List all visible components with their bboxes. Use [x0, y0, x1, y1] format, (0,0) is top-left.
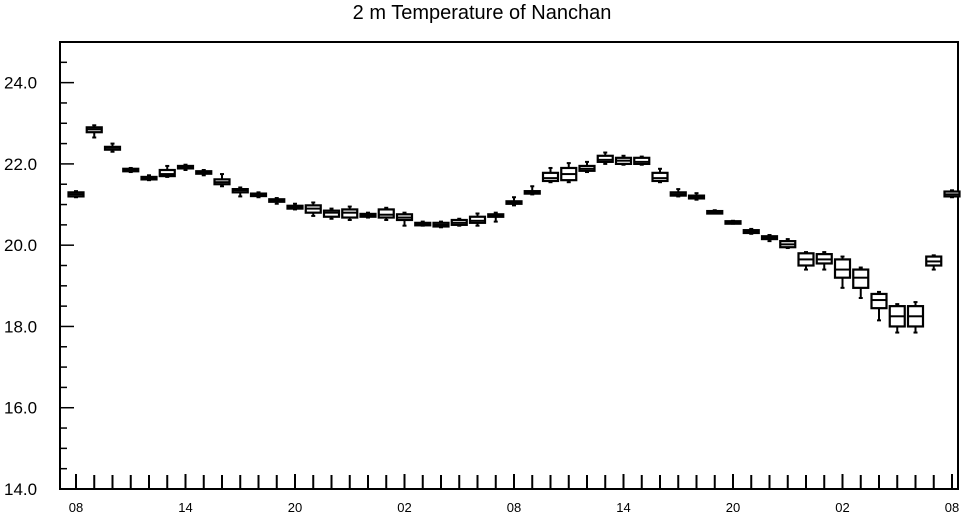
x-tick-label: 08 [69, 500, 83, 515]
box-mark [815, 251, 833, 271]
chart-title: 2 m Temperature of Nanchan [352, 2, 612, 24]
box-mark [432, 220, 450, 229]
box-mark [158, 164, 176, 178]
x-axis: 08 14 20 02 08 14 20 02 08 [69, 474, 959, 515]
box-mark [779, 238, 797, 250]
box-mark [395, 211, 414, 227]
box-mark [249, 191, 268, 199]
box-mark [888, 303, 906, 334]
box-mark [322, 207, 341, 220]
x-tick-label: 20 [288, 500, 302, 515]
box-mark [633, 155, 651, 166]
box-body [468, 215, 487, 224]
y-tick-label: 22.0 [4, 155, 37, 174]
box-body [596, 154, 614, 163]
box-mark [742, 227, 760, 235]
box-mark [523, 185, 541, 196]
box-mark [596, 151, 614, 165]
box-mark [560, 162, 578, 184]
box-series [67, 124, 961, 334]
y-tick-label: 16.0 [4, 399, 37, 418]
box-mark [468, 212, 487, 227]
x-tick-label: 08 [945, 500, 959, 515]
box-mark [906, 301, 925, 334]
box-mark [231, 186, 249, 198]
box-body [377, 208, 395, 219]
box-body [852, 268, 870, 289]
box-mark [505, 196, 523, 207]
box-body [651, 171, 669, 183]
box-mark [943, 189, 961, 199]
y-axis: 14.0 16.0 18.0 20.0 22.0 24.0 [4, 41, 74, 499]
box-mark [286, 202, 304, 211]
y-tick-label: 18.0 [4, 317, 37, 336]
box-mark [450, 217, 468, 227]
box-mark [213, 173, 231, 188]
box-mark [724, 219, 742, 225]
box-mark [541, 166, 560, 184]
box-mark [67, 190, 85, 199]
x-tick-label: 02 [835, 500, 849, 515]
box-body [870, 292, 888, 310]
box-mark [651, 167, 669, 184]
x-tick-label: 02 [397, 500, 411, 515]
box-mark [760, 234, 779, 243]
box-mark [85, 124, 103, 139]
box-body [158, 168, 176, 178]
box-mark [140, 174, 158, 182]
box-mark [852, 266, 870, 300]
box-body [322, 209, 341, 218]
y-tick-label: 24.0 [4, 74, 37, 93]
box-body [833, 258, 852, 279]
box-mark [578, 160, 596, 174]
box-body [541, 171, 560, 183]
box-mark [870, 290, 888, 322]
y-tick-label: 14.0 [4, 480, 37, 499]
x-tick-label: 14 [178, 500, 192, 515]
box-mark [377, 206, 395, 221]
box-mark [925, 254, 943, 271]
box-mark [195, 169, 213, 177]
box-mark [103, 142, 122, 153]
box-mark [706, 209, 724, 215]
box-body [633, 156, 651, 166]
box-mark [359, 211, 377, 219]
x-tick-label: 08 [507, 500, 521, 515]
box-mark [176, 163, 195, 172]
box-mark [122, 166, 140, 174]
box-mark [487, 211, 505, 223]
box-mark [797, 251, 815, 271]
box-mark [268, 197, 286, 205]
box-mark [687, 192, 706, 201]
box-mark [614, 154, 633, 166]
box-mark [833, 255, 852, 289]
box-mark [669, 188, 687, 198]
box-mark [341, 205, 359, 221]
x-tick-label: 14 [616, 500, 630, 515]
box-mark [304, 201, 322, 217]
x-tick-label: 20 [726, 500, 740, 515]
box-mark [414, 220, 432, 227]
y-tick-label: 20.0 [4, 236, 37, 255]
